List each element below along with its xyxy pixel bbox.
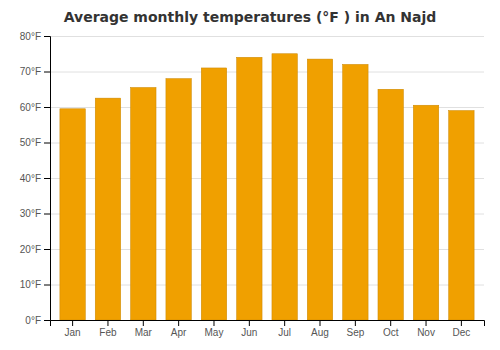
grid-tick (50, 72, 484, 73)
x-tick: Jul (278, 320, 291, 338)
y-tick-mark (44, 72, 50, 73)
y-tick: 70°F (20, 66, 50, 77)
x-tick: Oct (383, 320, 399, 338)
plot-area: 0°F 10°F 20°F 30°F 40°F 50°F 60°F 70°F 80°F Jan Fe… (20, 31, 485, 338)
x-tick-mark (284, 320, 285, 326)
x-tick-label: Oct (383, 327, 399, 338)
x-tick-label: Apr (171, 327, 187, 338)
x-tick-label: Jan (65, 327, 81, 338)
x-tick-label: May (205, 327, 224, 338)
y-tick: 20°F (20, 244, 50, 255)
y-tick-label: 20°F (20, 244, 41, 255)
y-tick-mark (44, 249, 50, 250)
x-tick: Dec (452, 320, 470, 338)
y-tick-mark (44, 285, 50, 286)
y-tick-mark (44, 36, 50, 37)
x-tick-mark (107, 320, 108, 326)
grid (50, 37, 484, 321)
y-tick-label: 10°F (20, 279, 41, 290)
chart-container: 0°F 10°F 20°F 30°F 40°F 50°F 60°F 70°F 80°F Jan Fe… (0, 0, 500, 350)
y-tick-mark (44, 107, 50, 108)
y-axis-line (44, 37, 51, 321)
bar (166, 79, 191, 320)
x-tick: Feb (99, 320, 117, 338)
x-tick-label: Aug (311, 327, 329, 338)
bar (378, 89, 403, 320)
y-tick: 50°F (20, 137, 50, 148)
x-tick: May (205, 320, 224, 338)
grid-line (50, 36, 484, 37)
y-tick-mark (44, 320, 50, 321)
x-tick-mark (213, 320, 214, 326)
y-tick-label: 0°F (25, 315, 41, 326)
chart-title: Average monthly temperatures (°F ) in An… (64, 9, 437, 25)
x-tick-mark (72, 320, 73, 326)
y-tick: 40°F (20, 173, 50, 184)
y-tick-label: 30°F (20, 208, 41, 219)
bars (60, 54, 474, 320)
x-tick-label: Sep (346, 327, 364, 338)
x-tick-label: Mar (135, 327, 153, 338)
y-tick-label: 40°F (20, 173, 41, 184)
bar (272, 54, 297, 320)
y-tick: 60°F (20, 102, 50, 113)
y-tick-mark (44, 178, 50, 179)
x-tick-mark (461, 320, 462, 326)
grid-line (50, 72, 484, 73)
x-axis: Jan Feb Mar Apr May Jun Jul Aug Sep Oct Nov Dec (51, 320, 485, 338)
bar (449, 111, 474, 320)
x-tick-label: Dec (452, 327, 470, 338)
x-tick: Sep (346, 320, 364, 338)
x-tick-mark (426, 320, 427, 326)
x-tick-mark (390, 320, 391, 326)
bar (307, 59, 332, 320)
x-tick-label: Jun (241, 327, 257, 338)
x-tick-mark (143, 320, 144, 326)
x-tick: Apr (171, 320, 187, 338)
x-tick: Mar (135, 320, 153, 338)
y-tick-label: 70°F (20, 66, 41, 77)
bar (343, 64, 368, 320)
x-tick-mark (178, 320, 179, 326)
chart-svg: 0°F 10°F 20°F 30°F 40°F 50°F 60°F 70°F 80°F Jan Fe… (0, 0, 500, 350)
y-tick-label: 80°F (20, 31, 41, 42)
bar (237, 57, 262, 320)
y-tick: 80°F (20, 31, 50, 42)
y-tick-label: 50°F (20, 137, 41, 148)
grid-tick (50, 36, 484, 37)
x-tick-label: Feb (99, 327, 117, 338)
x-tick: Jan (65, 320, 81, 338)
bar (95, 98, 120, 320)
x-axis-line (51, 321, 485, 327)
y-axis: 0°F 10°F 20°F 30°F 40°F 50°F 60°F 70°F 80°F (20, 31, 51, 326)
x-tick-mark (355, 320, 356, 326)
x-tick-label: Jul (278, 327, 291, 338)
bar (131, 87, 156, 320)
x-tick: Jun (241, 320, 257, 338)
y-tick-mark (44, 143, 50, 144)
x-tick: Nov (417, 320, 435, 338)
bar (60, 109, 85, 320)
y-tick: 30°F (20, 208, 50, 219)
x-tick-mark (249, 320, 250, 326)
bar (201, 68, 226, 320)
y-tick-mark (44, 214, 50, 215)
y-tick-label: 60°F (20, 102, 41, 113)
bar (413, 105, 438, 320)
y-tick: 0°F (25, 315, 50, 326)
x-tick: Aug (311, 320, 329, 338)
x-tick-label: Nov (417, 327, 435, 338)
x-tick-mark (320, 320, 321, 326)
y-tick: 10°F (20, 279, 50, 290)
